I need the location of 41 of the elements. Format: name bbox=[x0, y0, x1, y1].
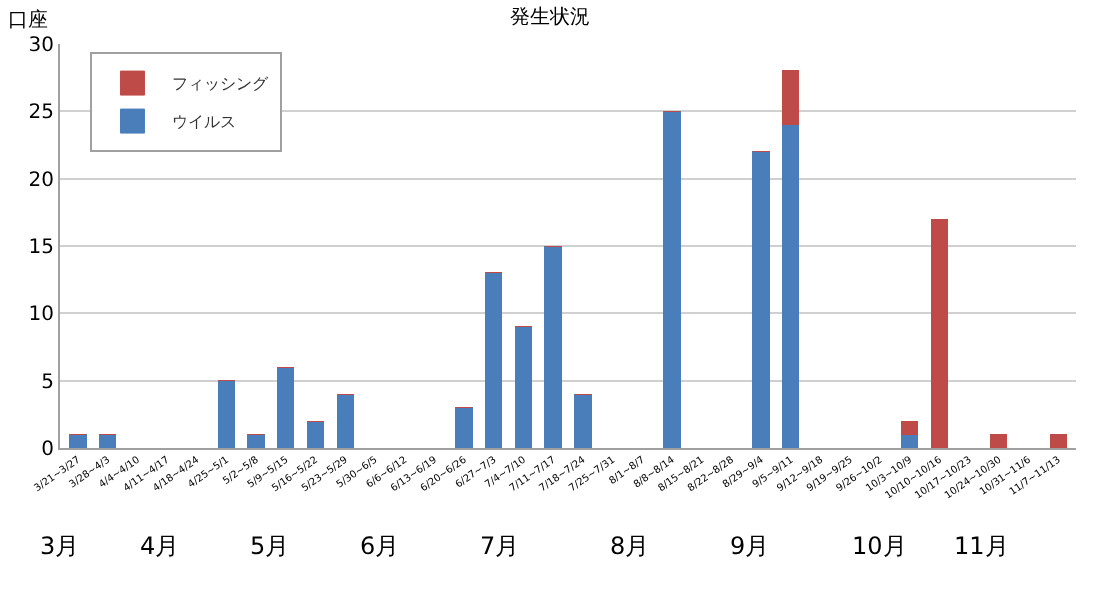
bar bbox=[782, 124, 800, 448]
y-tick-label: 30 bbox=[28, 35, 54, 57]
bar bbox=[990, 434, 1008, 448]
bar bbox=[455, 407, 473, 448]
y-tick-label: 25 bbox=[28, 102, 54, 125]
legend-label: フィッシング bbox=[172, 75, 271, 94]
legend-label: ウイルス bbox=[172, 113, 237, 132]
text: 4月 bbox=[140, 532, 180, 560]
text: 11月 bbox=[954, 532, 1009, 560]
bar bbox=[930, 218, 949, 448]
text: 6月 bbox=[360, 532, 400, 560]
text: 10月 bbox=[852, 532, 907, 560]
y-tick-label: 20 bbox=[28, 169, 54, 192]
y-axis-title: 口座 bbox=[8, 8, 48, 32]
bar bbox=[69, 434, 87, 448]
y-tick-label: 10 bbox=[28, 304, 54, 327]
bar bbox=[663, 110, 681, 448]
bar bbox=[98, 434, 117, 448]
bar bbox=[782, 70, 800, 126]
bar bbox=[574, 393, 592, 448]
bar bbox=[900, 434, 919, 448]
bar bbox=[306, 420, 325, 448]
bar bbox=[900, 420, 919, 436]
bar bbox=[277, 366, 295, 448]
y-tick-label: 5 bbox=[41, 371, 54, 394]
text: 7月 bbox=[480, 532, 520, 560]
chart-title: 発生状況 bbox=[510, 4, 590, 29]
text: 8月 bbox=[610, 532, 650, 560]
bar bbox=[336, 393, 354, 448]
text: 5月 bbox=[250, 532, 290, 560]
bar bbox=[217, 380, 236, 448]
bar bbox=[485, 272, 503, 448]
bar bbox=[514, 326, 533, 448]
text: 3月 bbox=[40, 532, 80, 560]
bar bbox=[247, 434, 265, 448]
bar bbox=[544, 245, 562, 448]
bar bbox=[752, 151, 770, 448]
bar bbox=[1049, 434, 1067, 448]
y-tick-label: 0 bbox=[41, 439, 54, 461]
y-tick-label: 15 bbox=[28, 237, 54, 259]
text: 9月 bbox=[730, 532, 770, 560]
